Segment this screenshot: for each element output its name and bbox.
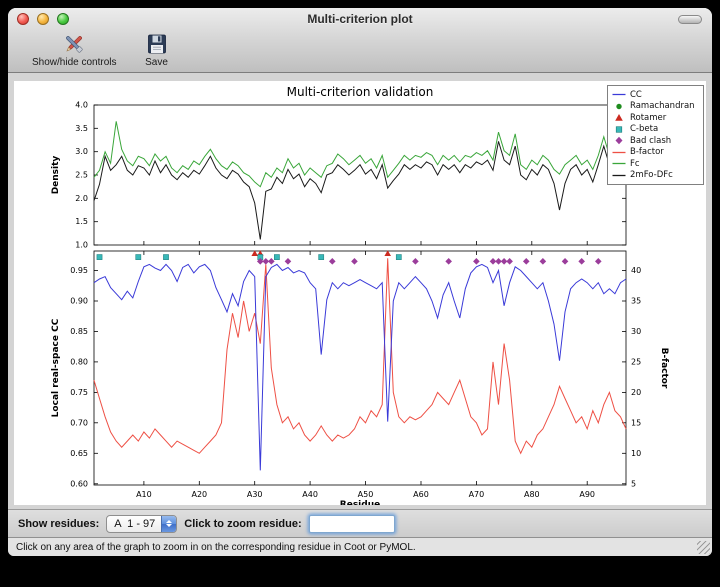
titlebar[interactable]: Multi-criterion plot [8, 8, 712, 30]
svg-text:3.0: 3.0 [75, 147, 88, 156]
svg-text:A90: A90 [579, 490, 595, 499]
zoom-residue-label: Click to zoom residue: [184, 518, 301, 530]
window-header: Multi-criterion plot [8, 8, 712, 73]
legend-label: C-beta [630, 124, 658, 134]
2mfo-dfc-line-marker [612, 171, 626, 180]
legend-item-ramachandran: Ramachandran [612, 101, 699, 113]
save-label: Save [145, 57, 168, 68]
crossed-tools-icon [61, 31, 87, 57]
svg-text:Multi-criterion validation: Multi-criterion validation [287, 85, 434, 99]
svg-text:40: 40 [631, 266, 641, 275]
multi-criterion-plot-window: Multi-criterion plot [8, 8, 712, 556]
svg-text:4.0: 4.0 [75, 101, 88, 110]
status-bar: Click on any area of the graph to zoom i… [8, 537, 712, 556]
svg-text:A20: A20 [191, 490, 207, 499]
legend-item-rotamer: Rotamer [612, 112, 699, 124]
svg-text:10: 10 [631, 449, 641, 458]
legend-item-bfactor: B-factor [612, 147, 699, 159]
legend-item-cc: CC [612, 89, 699, 101]
screen-background: Multi-criterion plot [0, 0, 720, 587]
show-hide-controls-label: Show/hide controls [32, 57, 117, 68]
legend-item-bad-clash: Bad clash [612, 135, 699, 147]
minimize-button[interactable] [37, 13, 49, 25]
svg-text:0.95: 0.95 [70, 266, 88, 275]
svg-text:30: 30 [631, 327, 641, 336]
traffic-lights [17, 13, 69, 25]
ramachandran-circle-marker [612, 102, 626, 111]
zoom-window-button[interactable] [57, 13, 69, 25]
svg-text:A30: A30 [247, 490, 263, 499]
svg-text:2.5: 2.5 [75, 171, 88, 180]
svg-text:0.80: 0.80 [70, 357, 88, 366]
show-hide-controls-button[interactable]: Show/hide controls [32, 31, 117, 68]
svg-text:35: 35 [631, 297, 641, 306]
svg-text:1.0: 1.0 [75, 241, 88, 250]
svg-text:20: 20 [631, 388, 641, 397]
legend-label: 2mFo-DFc [630, 170, 673, 180]
toolbar: Show/hide controls Save [8, 30, 712, 72]
svg-text:3.5: 3.5 [75, 124, 88, 133]
plot-legend: CC Ramachandran Rotamer C-beta Bad clash… [607, 85, 704, 185]
cbeta-square-marker [612, 125, 626, 134]
multi-criterion-plot-canvas[interactable]: Multi-criterion validation 1.0 1.5 2.0 2.5 3.… [14, 81, 706, 505]
svg-text:A50: A50 [358, 490, 374, 499]
close-button[interactable] [17, 13, 29, 25]
svg-text:0.65: 0.65 [70, 449, 88, 458]
bfactor-line-marker [612, 148, 626, 157]
legend-label: CC [630, 90, 642, 100]
legend-item-fc: Fc [612, 158, 699, 170]
bad-clash-diamond-marker [612, 136, 626, 145]
svg-text:0.90: 0.90 [70, 297, 88, 306]
svg-text:A10: A10 [136, 490, 152, 499]
svg-text:Residue: Residue [340, 500, 380, 505]
save-button[interactable]: Save [145, 31, 169, 68]
plot-figure[interactable]: Multi-criterion validation 1.0 1.5 2.0 2.5 3.… [14, 81, 706, 505]
save-icon [145, 31, 169, 57]
svg-text:Density: Density [51, 156, 61, 195]
svg-text:A40: A40 [302, 490, 318, 499]
legend-label: Rotamer [630, 113, 666, 123]
legend-label: Ramachandran [630, 101, 695, 111]
svg-text:25: 25 [631, 357, 641, 366]
svg-text:0.75: 0.75 [70, 388, 88, 397]
svg-text:A70: A70 [469, 490, 485, 499]
fc-line-marker [612, 159, 626, 168]
svg-text:0.60: 0.60 [70, 479, 88, 488]
cc-line-marker [612, 90, 626, 99]
legend-label: Fc [630, 159, 640, 169]
svg-text:A80: A80 [524, 490, 540, 499]
svg-text:15: 15 [631, 418, 641, 427]
resize-grip[interactable] [697, 541, 710, 554]
legend-item-cbeta: C-beta [612, 124, 699, 136]
residue-range-value: A 1 - 97 [114, 518, 161, 530]
svg-text:2.0: 2.0 [75, 194, 88, 203]
zoom-residue-input[interactable] [309, 515, 395, 533]
legend-label: Bad clash [630, 136, 671, 146]
svg-text:0.70: 0.70 [70, 418, 88, 427]
stepper-arrows-icon [161, 515, 176, 533]
toolbar-toggle-button[interactable] [678, 15, 702, 24]
rotamer-triangle-marker [612, 113, 626, 122]
show-residues-label: Show residues: [18, 518, 99, 530]
svg-text:1.5: 1.5 [75, 217, 88, 226]
legend-label: B-factor [630, 147, 664, 157]
svg-text:B-factor: B-factor [659, 348, 669, 389]
window-title: Multi-criterion plot [307, 12, 412, 26]
svg-text:5: 5 [631, 479, 636, 488]
svg-text:0.85: 0.85 [70, 327, 88, 336]
svg-text:Local real-space CC: Local real-space CC [51, 318, 61, 417]
legend-item-2mfo-dfc: 2mFo-DFc [612, 170, 699, 182]
controls-bar: Show residues: A 1 - 97 Click to zoom re… [8, 509, 712, 537]
residue-range-select[interactable]: A 1 - 97 [106, 515, 177, 533]
status-message: Click on any area of the graph to zoom i… [16, 542, 416, 553]
svg-text:A60: A60 [413, 490, 429, 499]
